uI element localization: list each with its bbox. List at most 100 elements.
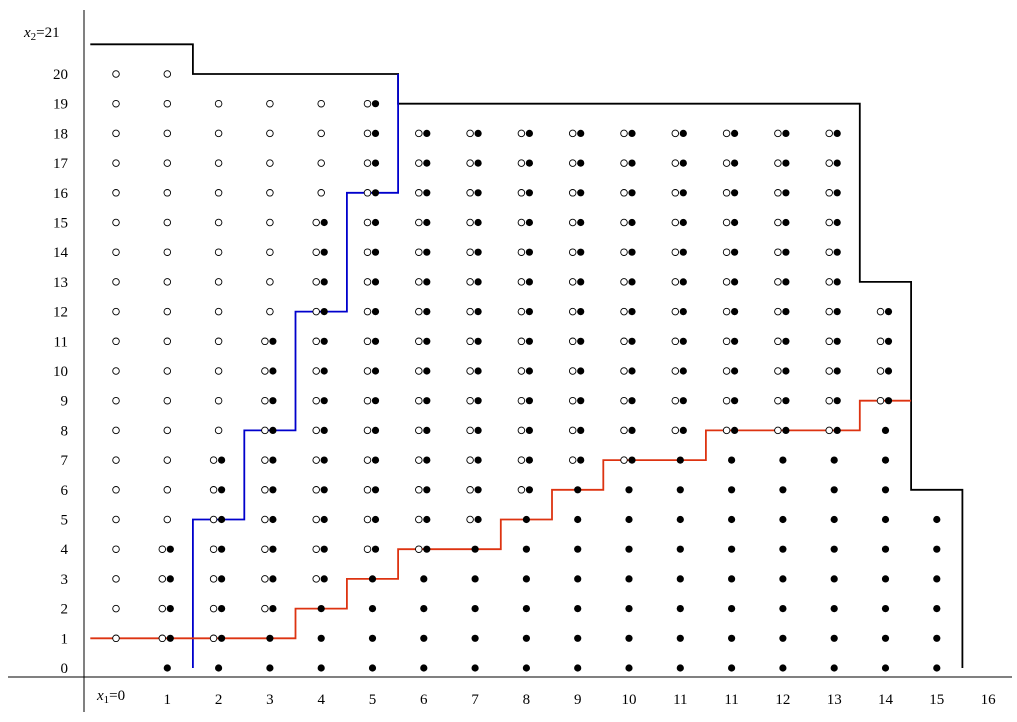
open-circle-marker	[415, 426, 423, 435]
open-circle-marker	[163, 278, 172, 286]
open-circle-marker	[774, 307, 782, 316]
filled-circle-marker	[679, 218, 687, 227]
open-circle-marker	[568, 248, 577, 256]
open-circle-marker	[209, 456, 218, 464]
x-axis-label-suffix: =0	[109, 688, 125, 704]
open-circle-marker	[312, 367, 320, 375]
open-circle-marker	[363, 515, 372, 524]
open-circle-marker	[312, 486, 320, 494]
filled-circle-marker	[218, 486, 226, 494]
open-circle-marker	[671, 159, 680, 167]
filled-circle-marker	[218, 575, 226, 583]
filled-circle-marker	[166, 605, 174, 613]
filled-circle-marker	[577, 367, 585, 375]
filled-circle-marker	[728, 605, 736, 613]
open-circle-marker	[112, 396, 120, 405]
x-axis-label: x1=0	[96, 688, 125, 706]
filled-circle-marker	[320, 367, 328, 375]
open-circle-marker	[209, 575, 218, 583]
filled-circle-marker	[371, 129, 380, 137]
filled-circle-marker	[779, 634, 787, 642]
filled-circle-marker	[881, 605, 890, 613]
x-tick-label: 3	[266, 692, 274, 708]
filled-circle-marker	[368, 664, 377, 672]
open-circle-marker	[517, 307, 526, 316]
open-circle-marker	[112, 515, 120, 524]
filled-circle-marker	[676, 664, 684, 672]
open-circle-marker	[363, 396, 372, 405]
x-tick-label: 6	[420, 692, 428, 708]
open-circle-marker	[466, 218, 474, 227]
filled-circle-marker	[474, 189, 482, 197]
open-circle-marker	[825, 278, 833, 286]
open-circle-marker	[825, 396, 833, 405]
open-circle-marker	[163, 515, 172, 524]
open-circle-marker	[517, 278, 526, 286]
x-tick-label: 13	[827, 692, 842, 708]
filled-circle-marker	[628, 189, 636, 197]
y-tick-label: 11	[54, 334, 68, 350]
open-circle-marker	[261, 337, 269, 346]
open-circle-marker	[568, 337, 577, 346]
y-tick-label: 12	[53, 305, 68, 321]
open-circle-marker	[722, 248, 731, 256]
y-tick-label: 16	[53, 186, 69, 202]
filled-circle-marker	[269, 605, 277, 613]
open-circle-marker	[825, 337, 833, 346]
filled-circle-marker	[525, 159, 534, 167]
filled-circle-marker	[320, 545, 328, 553]
filled-circle-marker	[833, 426, 841, 434]
x-tick-label: 11	[673, 692, 687, 708]
filled-circle-marker	[525, 367, 534, 375]
y-axis-label-var: x	[23, 25, 31, 41]
filled-circle-marker	[474, 218, 482, 227]
open-circle-marker	[158, 575, 167, 583]
filled-circle-marker	[320, 278, 328, 286]
open-circle-marker	[266, 218, 274, 227]
filled-circle-marker	[269, 456, 277, 464]
open-circle-marker	[112, 248, 120, 256]
open-circle-marker	[415, 367, 423, 375]
filled-circle-marker	[881, 515, 890, 524]
filled-circle-marker	[728, 456, 736, 464]
open-circle-marker	[415, 545, 423, 553]
filled-circle-marker	[574, 634, 582, 642]
x-tick-label: 8	[523, 692, 531, 708]
y-tick-label: 0	[61, 661, 69, 677]
filled-circle-marker	[371, 515, 380, 524]
open-circle-marker	[466, 337, 474, 346]
filled-circle-marker	[830, 545, 838, 553]
filled-circle-marker	[884, 397, 893, 405]
filled-circle-marker	[731, 308, 739, 316]
filled-circle-marker	[320, 308, 328, 316]
open-circle-marker	[774, 218, 782, 227]
open-circle-marker	[466, 396, 474, 405]
filled-circle-marker	[423, 337, 431, 345]
filled-circle-marker	[317, 634, 325, 642]
open-circle-marker	[415, 159, 423, 167]
open-circle-marker	[214, 396, 223, 405]
filled-circle-marker	[830, 486, 838, 494]
y-axis-label-suffix: =21	[36, 25, 59, 41]
filled-circle-marker	[577, 337, 585, 345]
filled-circle-marker	[320, 575, 328, 583]
filled-circle-marker	[522, 634, 531, 642]
open-circle-marker	[415, 129, 423, 138]
open-circle-marker	[112, 307, 120, 316]
filled-circle-marker	[371, 456, 380, 464]
filled-circle-marker	[474, 308, 482, 316]
filled-circle-marker	[628, 308, 636, 316]
filled-circle-marker	[679, 159, 687, 167]
filled-circle-marker	[423, 456, 431, 464]
filled-circle-marker	[525, 426, 534, 434]
open-circle-marker	[620, 189, 628, 197]
open-circle-marker	[722, 278, 731, 286]
filled-circle-marker	[628, 129, 636, 137]
filled-circle-marker	[830, 605, 838, 613]
open-circle-marker	[774, 278, 782, 286]
filled-circle-marker	[371, 545, 380, 553]
y-tick-label: 6	[61, 483, 69, 499]
filled-circle-marker	[782, 189, 790, 197]
filled-circle-marker	[728, 664, 736, 672]
boundary-lines	[90, 43, 964, 668]
